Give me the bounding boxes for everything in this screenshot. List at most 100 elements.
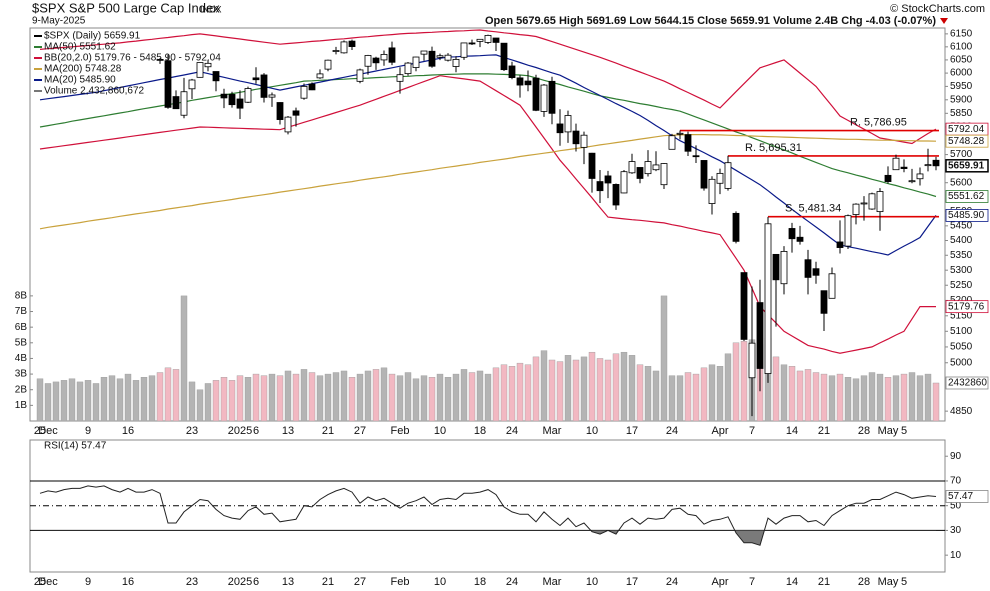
volume-bar: [100, 377, 108, 422]
y-tick-label: 4850: [950, 406, 973, 417]
x-tick-label: 24: [666, 425, 678, 437]
legend-label: $SPX (Daily) 5659.91: [44, 31, 141, 42]
bb-upper: [39, 29, 937, 145]
volume-tick-label: 2B: [15, 384, 28, 395]
value-box: [945, 490, 989, 503]
volume-bar: [612, 353, 620, 422]
candle-body: [204, 62, 212, 68]
candle-body: [684, 134, 692, 152]
date: 9-May-2025: [32, 16, 86, 27]
y-tick-label: 30: [950, 525, 962, 536]
candle-body: [508, 65, 516, 79]
volume-bar: [188, 381, 196, 422]
candle-body: [836, 241, 844, 248]
volume-bar: [492, 367, 500, 422]
volume-bar: [388, 373, 396, 422]
candle-body: [580, 134, 588, 148]
volume-bar: [780, 364, 788, 422]
volume-bar: [180, 295, 188, 422]
candle-body: [468, 42, 476, 45]
candle-body: [860, 202, 868, 205]
candle-body: [892, 157, 900, 171]
annotation-label: R. 5,695.31: [745, 142, 802, 154]
volume-bar: [452, 373, 460, 422]
legend-label: MA(50) 5551.62: [44, 42, 116, 53]
x-tick-label: 9: [85, 576, 91, 588]
y-tick-label: 5850: [950, 108, 973, 119]
candle-body: [732, 212, 740, 242]
x-tick-label: Feb: [391, 576, 410, 588]
volume-bar: [140, 377, 148, 422]
value-label: 57.47: [948, 491, 973, 502]
candle-body: [516, 77, 524, 86]
candle-body: [700, 160, 708, 189]
volume-bar: [36, 378, 44, 422]
volume-bar: [684, 372, 692, 422]
volume-bar: [548, 359, 556, 422]
candle-body: [340, 41, 348, 54]
volume-bar: [172, 369, 180, 422]
volume-bar: [900, 373, 908, 422]
rsi-line: [39, 485, 937, 546]
y-tick-label: 50: [950, 500, 962, 511]
candle-body: [764, 223, 772, 374]
candle-body: [748, 342, 756, 379]
volume-bar: [876, 373, 884, 422]
bb-lower: [39, 75, 936, 354]
volume-bar: [660, 295, 668, 422]
volume-bar: [236, 375, 244, 422]
volume-bar: [164, 367, 172, 422]
legend-label: Volume 2,432,860,672: [44, 86, 145, 97]
candle-body: [388, 47, 396, 63]
candle-body: [668, 135, 676, 150]
volume-bar: [652, 370, 660, 422]
value-label: 5748.28: [948, 136, 985, 147]
x-tick-label: 13: [282, 425, 294, 437]
candle-body: [356, 69, 364, 82]
volume-bar: [364, 370, 372, 422]
x-tick-label: 6: [253, 425, 259, 437]
ma-line: [39, 54, 937, 256]
candle-body: [260, 74, 268, 98]
x-tick-label: May: [878, 425, 899, 437]
candle-body: [196, 62, 204, 78]
candle-body: [596, 181, 604, 192]
candle-body: [284, 116, 292, 133]
value-box: [945, 209, 989, 222]
candle-body: [708, 178, 716, 204]
volume-bar: [444, 377, 452, 422]
candle-body: [180, 91, 188, 116]
value-box: [945, 300, 989, 314]
volume-bar: [380, 367, 388, 422]
value-label: 2432860: [948, 378, 987, 389]
volume-bar: [596, 358, 604, 422]
x-tick-label: 24: [506, 425, 518, 437]
y-tick-label: 6050: [950, 55, 973, 66]
volume-bar: [460, 369, 468, 422]
y-tick-label: 5050: [950, 342, 973, 353]
candle-body: [524, 80, 532, 86]
volume-bar: [404, 372, 412, 422]
candle-body: [652, 164, 660, 171]
volume-bar: [348, 377, 356, 422]
candle-body: [236, 98, 244, 109]
volume-bar: [52, 381, 60, 422]
candle-body: [332, 50, 340, 52]
x-tick-label: 14: [786, 576, 798, 588]
candle-body: [372, 57, 380, 64]
x-tick-label: 5: [901, 576, 907, 588]
down-arrow: [940, 18, 948, 24]
x-tick-label: 18: [474, 425, 486, 437]
x-tick-label: 16: [122, 576, 134, 588]
volume-bar: [484, 373, 492, 422]
x-tick-label: 16: [122, 425, 134, 437]
y-tick-label: 6100: [950, 41, 973, 52]
volume-bar: [772, 356, 780, 422]
x-tick-label: Dec: [38, 425, 58, 437]
value-label: 5792.04: [948, 124, 985, 135]
volume-bar: [620, 351, 628, 422]
y-tick-label: 5950: [950, 81, 973, 92]
x-tick-label: Mar: [543, 576, 562, 588]
candle-body: [292, 110, 300, 116]
x-tick-label: 9: [85, 425, 91, 437]
